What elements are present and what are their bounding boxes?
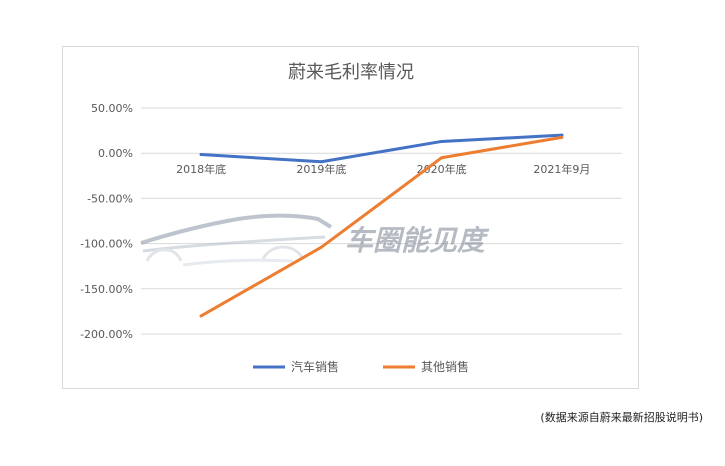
- y-tick-label: -100.00%: [80, 238, 133, 251]
- x-axis-ticks: 2018年底 2019年底 2020年底 2021年9月: [176, 162, 590, 176]
- x-tick-label: 2021年9月: [533, 162, 590, 176]
- x-tick-label: 2018年底: [176, 162, 226, 176]
- grid-lines: [141, 107, 622, 335]
- data-point: [560, 133, 564, 137]
- y-tick-label: -200.00%: [80, 328, 133, 341]
- legend: 汽车销售 其他销售: [253, 359, 469, 374]
- data-point: [440, 156, 444, 160]
- data-point: [319, 245, 323, 249]
- data-point: [319, 160, 323, 164]
- watermark-text: 车圈能见度: [345, 224, 490, 257]
- series-line-1: [199, 133, 564, 164]
- chart-frame: 蔚来毛利率情况 50.00% 0.00% -50.00% -100.00% -150.0…: [62, 46, 639, 389]
- y-tick-label: 50.00%: [91, 102, 133, 115]
- source-note: (数据来源自蔚来最新招股说明书): [540, 411, 703, 424]
- data-point: [440, 139, 444, 143]
- data-point: [199, 153, 203, 157]
- y-tick-label: 0.00%: [98, 147, 133, 160]
- series-lines: [199, 133, 564, 318]
- series-line-2: [199, 135, 564, 318]
- y-axis-ticks: 50.00% 0.00% -50.00% -100.00% -150.00% -200.0…: [80, 102, 133, 341]
- y-tick-label: -50.00%: [87, 192, 133, 205]
- legend-label: 其他销售: [421, 359, 469, 374]
- line-chart: 蔚来毛利率情况 50.00% 0.00% -50.00% -100.00% -150.0…: [80, 62, 622, 374]
- chart-title: 蔚来毛利率情况: [288, 62, 414, 83]
- data-point: [560, 135, 564, 139]
- data-point: [199, 314, 203, 318]
- legend-label: 汽车销售: [291, 359, 339, 374]
- x-tick-label: 2019年底: [296, 162, 346, 176]
- y-tick-label: -150.00%: [80, 283, 133, 296]
- watermark-car-logo: 车圈能见度: [140, 213, 490, 267]
